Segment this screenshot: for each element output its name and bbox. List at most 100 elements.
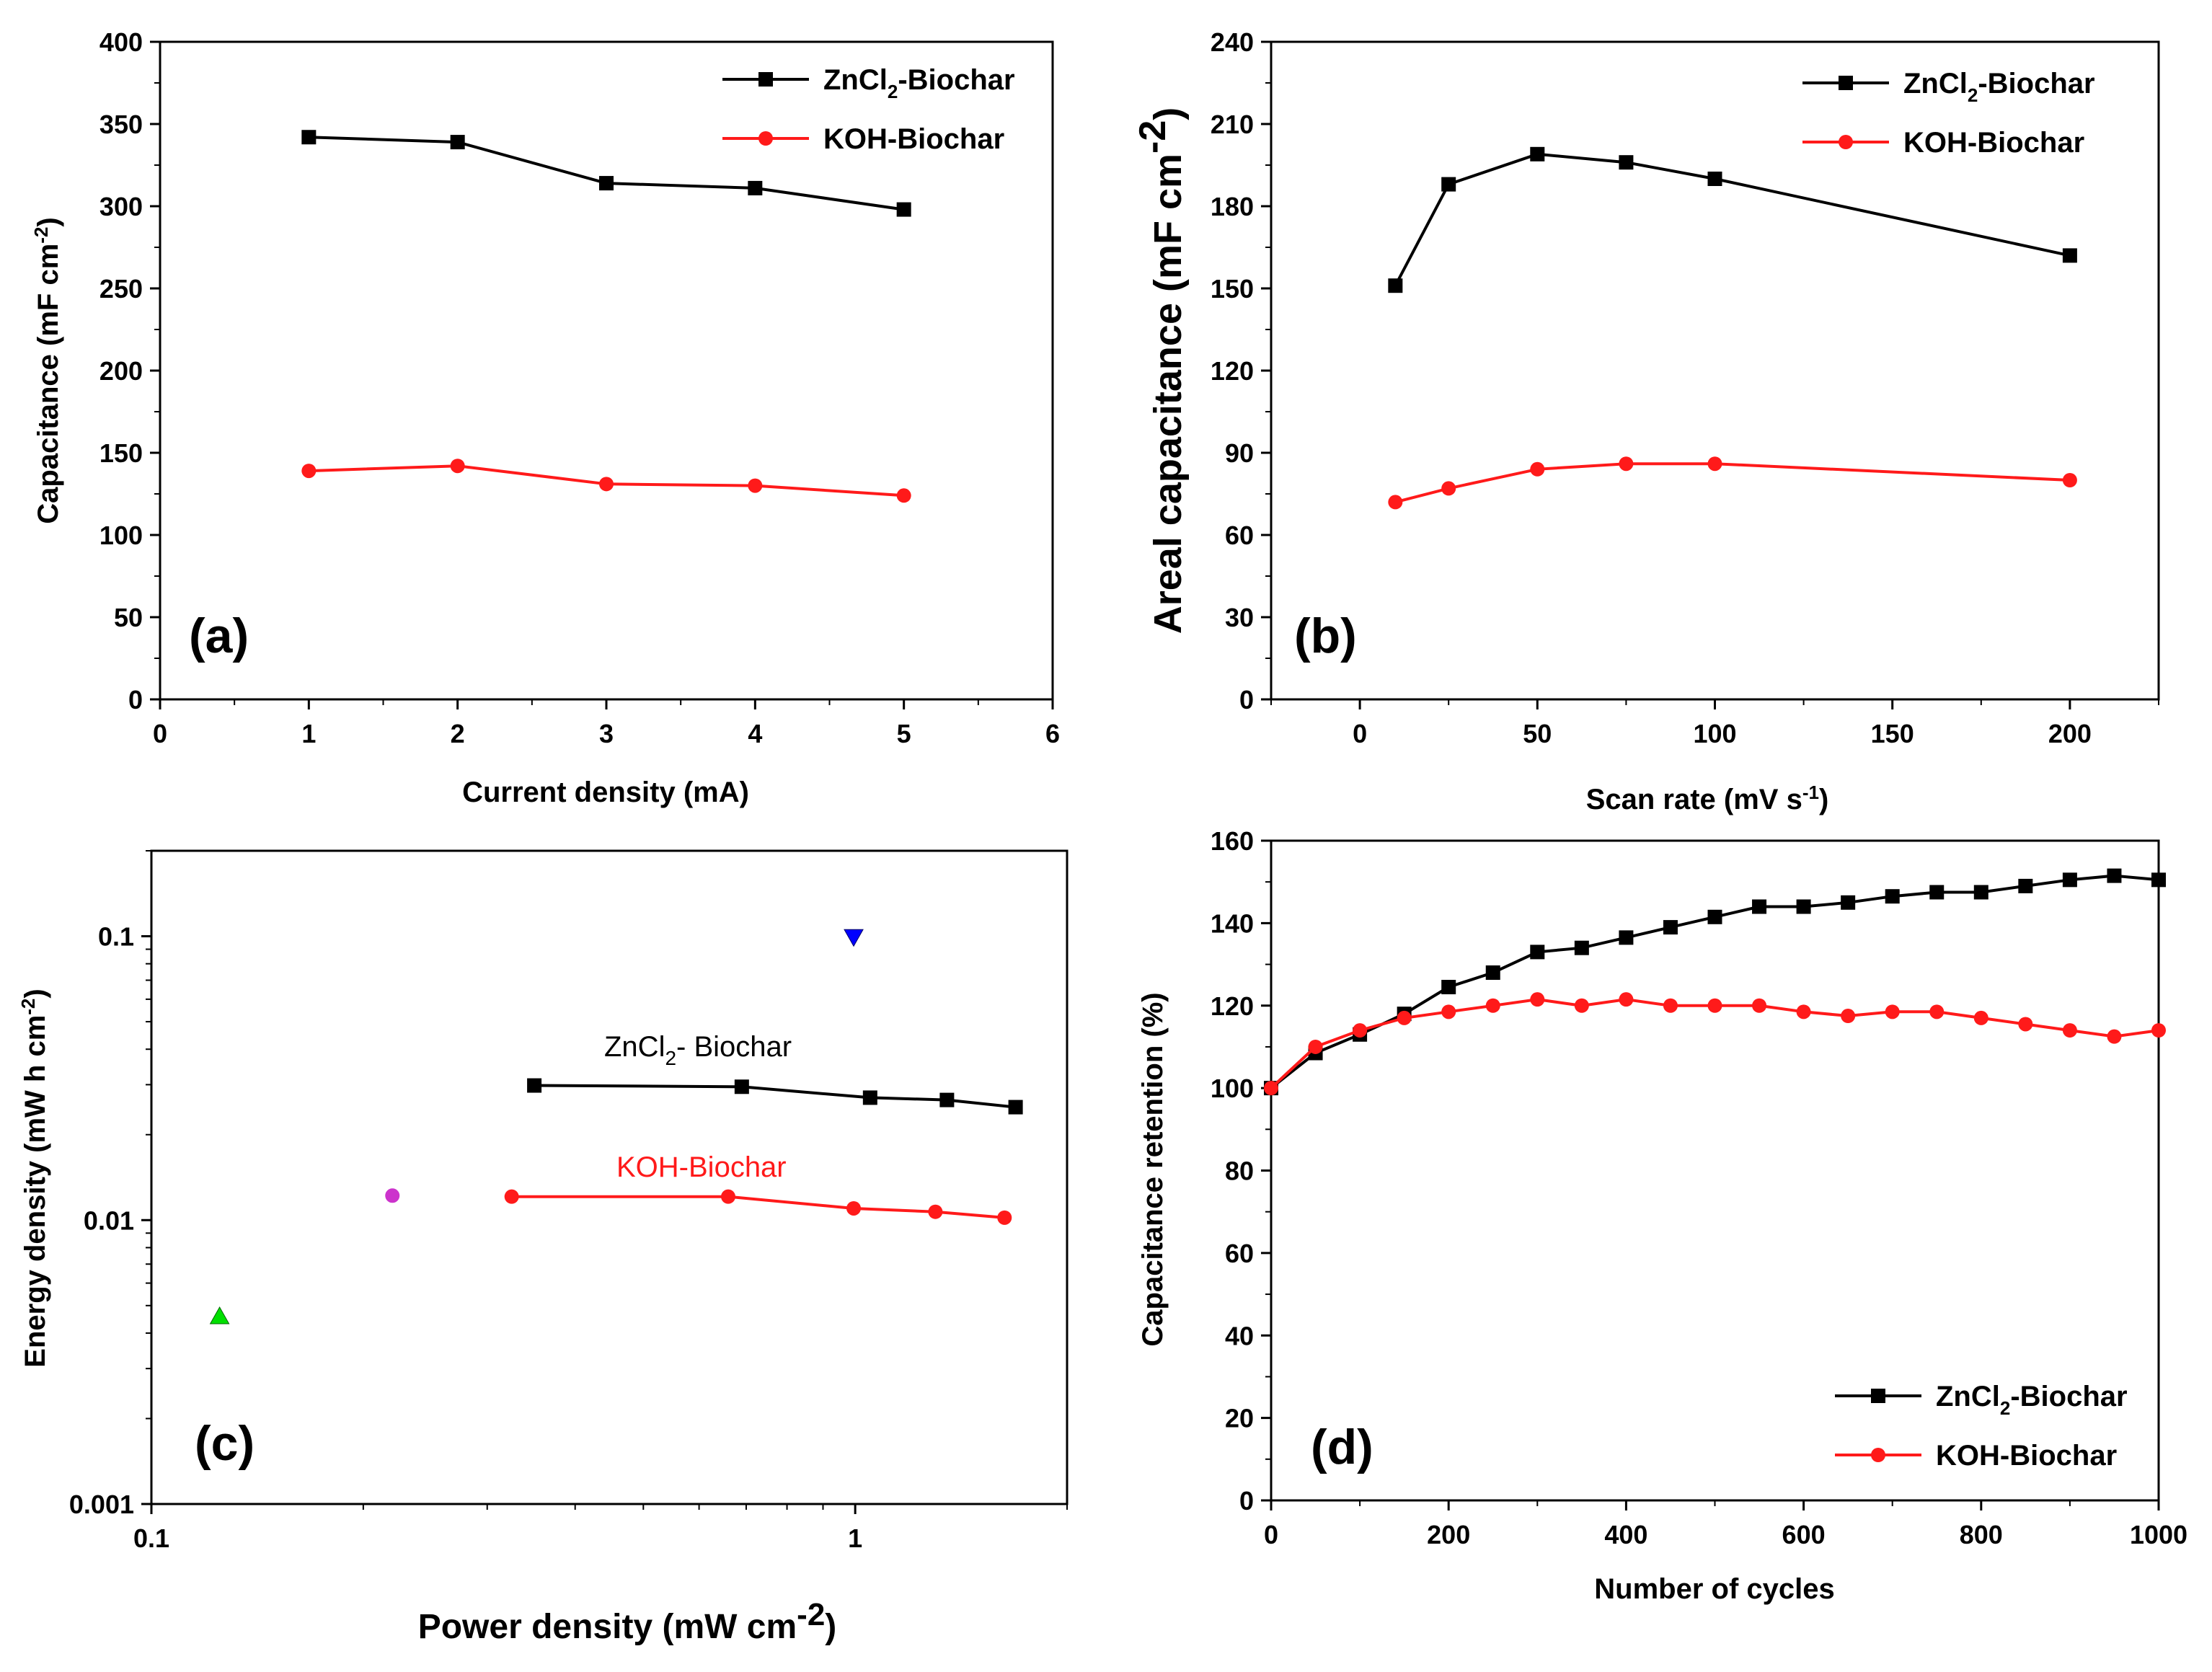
annotation-zncl2: ZnCl2- Biochar xyxy=(604,1031,792,1069)
x-axis-label-tail: ) xyxy=(825,1608,836,1646)
data-point xyxy=(1752,899,1767,914)
data-point xyxy=(734,1079,749,1094)
legend-marker xyxy=(758,131,773,146)
panel-label: (a) xyxy=(189,609,249,663)
data-point xyxy=(748,180,763,195)
y-tick-label: 0.1 xyxy=(98,922,134,952)
legend: ZnCl2-Biochar KOH-Biochar xyxy=(1802,68,2095,159)
data-point xyxy=(2151,872,2166,888)
legend-marker xyxy=(1839,76,1853,90)
data-point xyxy=(1663,920,1678,935)
x-tick-label: 100 xyxy=(1693,719,1736,748)
x-tick-label: 2 xyxy=(451,719,465,748)
legend-label: KOH-Biochar xyxy=(1903,127,2084,159)
x-tick-label: 150 xyxy=(1871,719,1914,748)
series-line xyxy=(1394,462,2070,504)
x-tick-label: 1 xyxy=(848,1523,862,1553)
x-tick-label: 1 xyxy=(301,719,316,748)
y-tick-label: 120 xyxy=(1211,991,1254,1021)
data-point xyxy=(997,1210,1012,1225)
y-tick-label: 160 xyxy=(1211,826,1254,856)
x-tick-label: 200 xyxy=(2048,719,2092,748)
legend-label: KOH-Biochar xyxy=(823,123,1004,155)
y-axis: 0 30 60 90 120 150 180 210 240 xyxy=(1211,27,1271,715)
y-axis-label-sup: -2 xyxy=(30,227,52,244)
x-axis: 0 1 2 3 4 5 6 xyxy=(153,699,1060,748)
x-axis-label: Current density (mA) xyxy=(462,777,749,808)
x-axis: 0.1 1 xyxy=(133,1504,1068,1553)
panel-label: (d) xyxy=(1311,1420,1373,1474)
legend-label-text: KOH-Biochar xyxy=(823,123,1004,155)
x-tick-label: 6 xyxy=(1045,719,1060,748)
series-1 xyxy=(504,1189,1012,1225)
plot-frame xyxy=(150,849,1069,1505)
y-axis-label-tail: ) xyxy=(19,988,51,998)
y-tick-label: 400 xyxy=(99,27,143,57)
y-tick-label: 120 xyxy=(1211,356,1254,386)
y-tick-label: 300 xyxy=(99,192,143,221)
annotation-tail: - Biochar xyxy=(676,1031,792,1063)
legend-label-tail: -Biochar xyxy=(2010,1381,2127,1412)
data-point xyxy=(1885,889,1900,904)
annotation-text: KOH-Biochar xyxy=(616,1151,787,1183)
y-axis-label-sup: -2 xyxy=(1132,120,1174,154)
data-point xyxy=(1485,998,1500,1013)
y-tick-label: 90 xyxy=(1225,438,1254,468)
data-point xyxy=(2151,1023,2166,1038)
data-point xyxy=(1388,278,1403,293)
data-point xyxy=(2062,248,2077,263)
y-tick-label: 200 xyxy=(99,356,143,386)
x-tick-label: 800 xyxy=(1960,1520,2003,1549)
data-point xyxy=(599,176,614,191)
data-point xyxy=(1441,1004,1456,1019)
x-tick-label: 200 xyxy=(1427,1520,1470,1549)
y-axis-label-tail: ) xyxy=(32,217,64,226)
data-point xyxy=(1308,1039,1323,1054)
y-axis-label-sup: -2 xyxy=(17,999,39,1015)
legend-label-tail: -Biochar xyxy=(1978,68,2094,99)
data-point xyxy=(301,130,317,145)
y-tick-label: 40 xyxy=(1225,1321,1254,1350)
reference-point xyxy=(384,1187,402,1205)
y-tick-label: 140 xyxy=(1211,908,1254,938)
x-tick-label: 0.1 xyxy=(133,1523,169,1553)
y-tick-label: 150 xyxy=(1211,274,1254,304)
x-axis-label-sup: -1 xyxy=(1802,782,1819,803)
series-line xyxy=(309,136,904,211)
y-axis: 0 20 40 60 80 100 120 140 160 xyxy=(1211,826,1271,1516)
data-point xyxy=(504,1189,519,1204)
data-point xyxy=(2107,868,2122,883)
data-point xyxy=(1530,945,1545,960)
data-point xyxy=(1841,1009,1856,1024)
x-tick-label: 50 xyxy=(1523,719,1552,748)
y-tick-label: 150 xyxy=(99,438,143,468)
data-point xyxy=(301,464,317,479)
y-tick-label: 0.01 xyxy=(84,1206,134,1235)
data-point xyxy=(1574,940,1589,955)
series-0 xyxy=(1264,868,2166,1096)
data-point xyxy=(2018,878,2033,893)
reference-point xyxy=(209,1306,230,1324)
data-point xyxy=(896,488,911,503)
y-axis-label-text: Energy density (mW h cm xyxy=(19,1015,51,1368)
data-point xyxy=(1353,1023,1368,1038)
x-axis: 0 50 100 150 200 xyxy=(1270,699,2159,748)
data-point xyxy=(1885,1004,1900,1019)
y-tick-label: 180 xyxy=(1211,192,1254,221)
data-point xyxy=(1796,1004,1811,1019)
data-point xyxy=(1619,930,1634,945)
series-line xyxy=(1394,152,2071,287)
data-point xyxy=(1619,155,1634,170)
reference-point xyxy=(844,929,864,947)
legend-marker xyxy=(1871,1389,1885,1403)
legend-marker xyxy=(1839,135,1853,149)
x-axis-label-tail: ) xyxy=(1819,784,1828,815)
x-tick-label: 600 xyxy=(1782,1520,1826,1549)
x-tick-label: 0 xyxy=(1353,719,1367,748)
y-axis-label: Capacitance (mF cm-2) xyxy=(30,217,64,523)
legend-label-sub: 2 xyxy=(888,81,898,102)
data-point xyxy=(1707,456,1722,472)
y-axis-label: Areal capacitance (mF cm-2) xyxy=(1132,107,1190,634)
legend-label-tail: -Biochar xyxy=(898,64,1014,96)
